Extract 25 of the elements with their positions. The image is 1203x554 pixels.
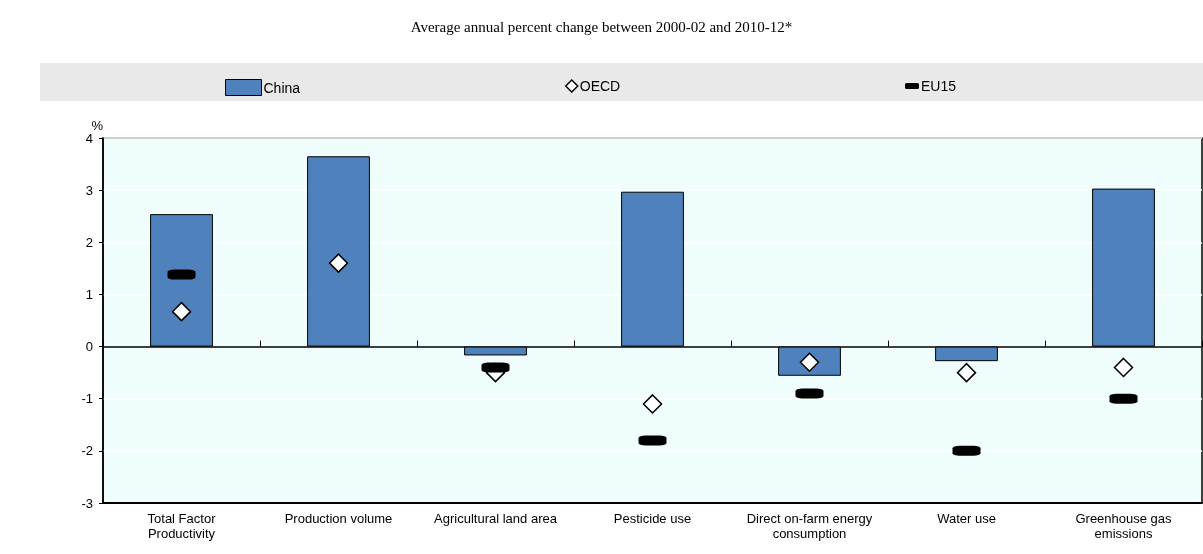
x-tick-label: Greenhouse gas emissions: [1075, 511, 1173, 541]
x-tick-label: Pesticide use: [613, 511, 692, 526]
point: [328, 253, 349, 273]
point: [171, 301, 192, 322]
y-tick-label: 3: [85, 182, 93, 198]
point: [956, 362, 977, 383]
x-tick-label: Production volume: [284, 511, 393, 526]
point: [642, 394, 663, 414]
y-tick-label: -3: [81, 495, 93, 511]
x-tick-label: Agricultural land area: [434, 511, 558, 526]
y-tick-label: 2: [85, 234, 93, 250]
x-tick-label: Total Factor Productivity: [147, 511, 217, 541]
legend-label: China: [263, 79, 301, 96]
legend-label: EU15: [921, 78, 957, 94]
y-tick-label: 4: [85, 130, 93, 146]
y-tick-label: 1: [85, 286, 93, 302]
chart-title: Average annual percent change between 2000-02 and 2010-12*: [410, 18, 793, 35]
point: [1113, 357, 1134, 378]
y-axis-title: %: [91, 117, 104, 133]
x-tick-label: Direct on-farm energy consumption: [746, 511, 873, 541]
y-tick-label: -1: [81, 391, 93, 407]
y-tick-label: 0: [85, 339, 93, 355]
legend-label: OECD: [579, 78, 621, 94]
x-tick-label: Water use: [937, 511, 996, 526]
y-tick-label: -2: [81, 443, 93, 459]
